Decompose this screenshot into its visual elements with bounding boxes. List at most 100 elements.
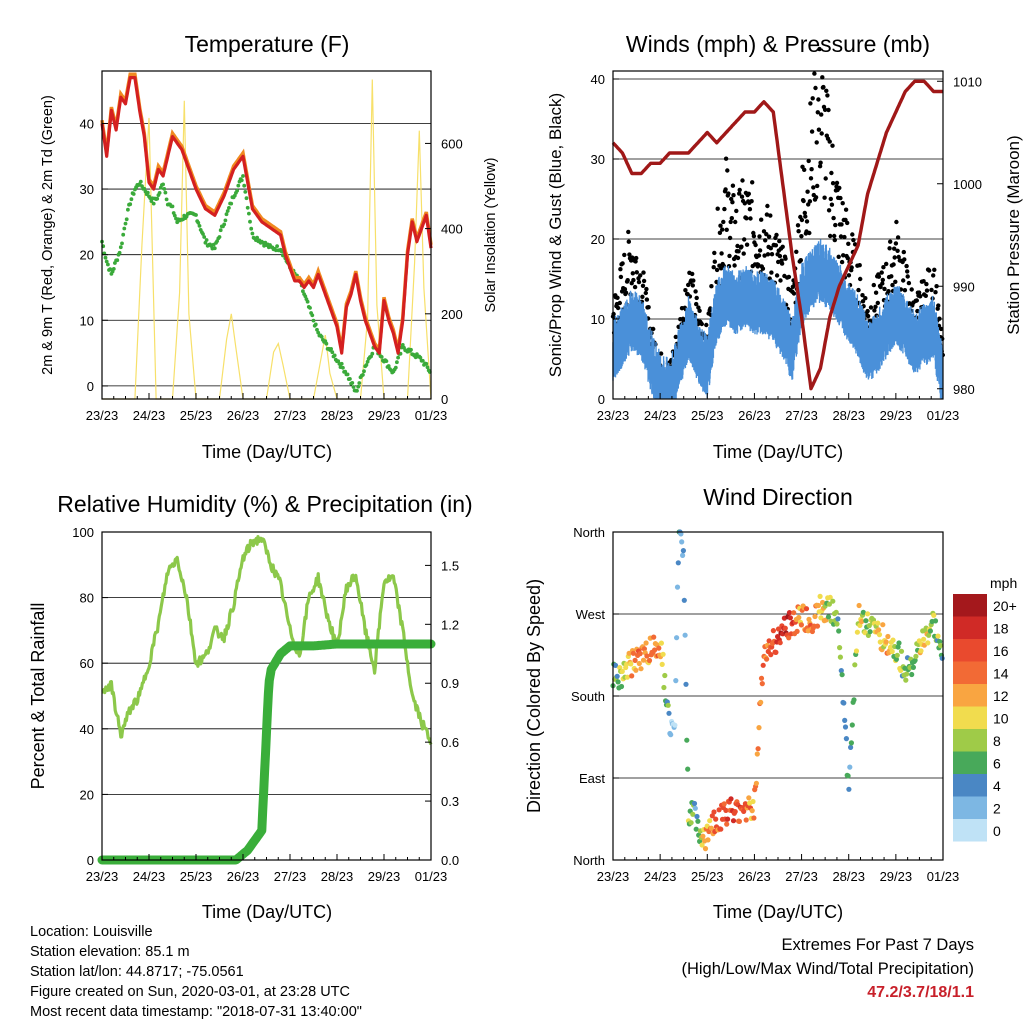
- direction-point: [848, 744, 854, 751]
- y2-tick-label: 980: [953, 382, 975, 397]
- direction-point: [695, 818, 701, 824]
- direction-point: [904, 671, 910, 677]
- direction-point: [683, 681, 689, 687]
- gust-point: [748, 216, 753, 221]
- gust-point: [730, 200, 735, 205]
- direction-point: [674, 584, 681, 590]
- legend-unit: mph: [990, 575, 1017, 591]
- dewpoint-point: [255, 235, 259, 240]
- direction-point: [910, 664, 917, 671]
- location-text: Location: Louisville: [30, 924, 153, 940]
- dewpoint-point: [202, 235, 207, 239]
- elevation-text: Station elevation: 85.1 m: [30, 944, 190, 960]
- gust-point: [896, 254, 901, 260]
- gust-point: [929, 287, 934, 293]
- direction-point: [736, 818, 743, 825]
- dewpoint-point: [163, 190, 168, 195]
- gust-point: [794, 249, 799, 254]
- gust-point: [644, 286, 649, 292]
- direction-point: [636, 660, 642, 667]
- y-tick-label: 20: [591, 232, 605, 247]
- y-tick-label: 20: [80, 787, 94, 802]
- gust-point: [769, 270, 774, 275]
- direction-point: [652, 647, 658, 653]
- gust-point: [808, 101, 813, 106]
- x-tick-label: 01/23: [415, 869, 448, 884]
- x-tick-label: 23/23: [86, 408, 119, 423]
- dewpoint-point: [425, 365, 430, 370]
- legend-swatch: [953, 706, 987, 729]
- gust-point: [816, 97, 821, 102]
- winds-title: Winds (mph) & Pressure (mb): [626, 31, 930, 57]
- y-tick-label: 40: [80, 116, 94, 131]
- direction-point: [751, 815, 757, 821]
- direction-point: [728, 796, 734, 802]
- gust-point: [746, 191, 751, 196]
- gust-point: [895, 235, 901, 240]
- dewpoint-point: [196, 220, 201, 225]
- direction-point: [836, 628, 842, 634]
- gust-point: [822, 195, 827, 200]
- direction-point: [672, 722, 678, 728]
- gust-point: [719, 251, 724, 256]
- gust-point: [744, 242, 750, 247]
- gust-point: [729, 216, 734, 221]
- dewpoint-point: [379, 355, 384, 359]
- gust-point: [747, 207, 753, 212]
- direction-point: [937, 639, 943, 645]
- gust-point: [831, 215, 836, 221]
- gust-point: [691, 278, 696, 283]
- direction-point: [796, 614, 802, 621]
- dewpoint-point: [217, 235, 222, 239]
- gust-point: [905, 269, 910, 274]
- direction-point: [877, 639, 883, 645]
- gust-point: [819, 112, 824, 117]
- direction-point: [786, 610, 793, 616]
- direction-point: [803, 606, 810, 612]
- gust-point: [618, 267, 623, 272]
- x-tick-label: 29/23: [880, 408, 913, 423]
- direction-point: [939, 655, 945, 661]
- direction-point: [662, 672, 668, 679]
- direction-point: [852, 662, 858, 668]
- dewpoint-point: [243, 190, 248, 194]
- dewpoint-point: [384, 359, 389, 363]
- direction-point: [685, 766, 691, 772]
- y2-tick-label: 1010: [953, 74, 982, 89]
- gust-point: [727, 235, 733, 241]
- dewpoint-point: [124, 217, 129, 222]
- direction-point: [758, 699, 764, 706]
- gust-point: [838, 195, 843, 201]
- y-tick-label: 30: [591, 152, 605, 167]
- y2-tick-label: 0.0: [441, 853, 459, 868]
- gust-point: [630, 271, 635, 276]
- dewpoint-point: [126, 207, 130, 212]
- gust-point: [757, 234, 762, 239]
- direction-point: [830, 598, 836, 604]
- direction-point: [711, 809, 717, 815]
- gust-point: [757, 248, 763, 253]
- gust-point: [811, 185, 816, 190]
- direction-point: [815, 602, 822, 609]
- gust-point: [931, 273, 936, 278]
- gust-point: [932, 267, 937, 272]
- x-tick-label: 28/23: [832, 869, 865, 884]
- gust-point: [774, 232, 779, 238]
- direction-point: [753, 780, 760, 786]
- y2-tick-label: 200: [441, 307, 463, 322]
- gust-point: [742, 201, 747, 206]
- y-tick-label: South: [571, 689, 605, 704]
- gust-point: [636, 279, 642, 285]
- gust-point: [697, 308, 702, 313]
- x-tick-label: 23/23: [597, 869, 630, 884]
- direction-point: [798, 622, 805, 628]
- y-tick-label: 0: [87, 853, 94, 868]
- dewpoint-series: [100, 174, 432, 393]
- direction-point: [846, 786, 852, 792]
- extremes-subtitle: (High/Low/Max Wind/Total Precipitation): [681, 960, 974, 978]
- gust-point: [739, 244, 744, 249]
- gust-point: [791, 291, 797, 296]
- gust-point: [808, 176, 814, 181]
- dewpoint-point: [157, 191, 162, 195]
- direction-point: [773, 649, 779, 656]
